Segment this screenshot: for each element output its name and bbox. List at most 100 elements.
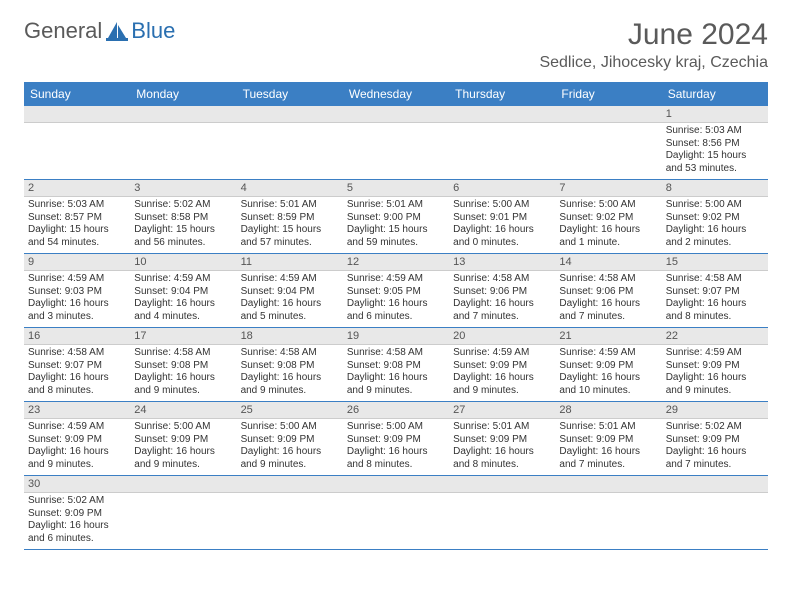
sunset-line: Sunset: 9:07 PM bbox=[28, 360, 126, 373]
sunset-line: Sunset: 8:56 PM bbox=[666, 138, 764, 151]
day-number: 23 bbox=[24, 402, 130, 418]
day-info-row: Sunrise: 4:59 AMSunset: 9:03 PMDaylight:… bbox=[24, 271, 768, 328]
sunrise-line: Sunrise: 5:02 AM bbox=[28, 495, 126, 508]
day-cell: Sunrise: 4:58 AMSunset: 9:07 PMDaylight:… bbox=[662, 271, 768, 327]
sunrise-line: Sunrise: 5:01 AM bbox=[241, 199, 339, 212]
sunrise-line: Sunrise: 5:03 AM bbox=[666, 125, 764, 138]
day-number: 20 bbox=[449, 328, 555, 344]
sunrise-line: Sunrise: 4:59 AM bbox=[347, 273, 445, 286]
sunset-line: Sunset: 9:08 PM bbox=[134, 360, 232, 373]
weekday-header: Wednesday bbox=[343, 82, 449, 106]
day-number: 7 bbox=[555, 180, 661, 196]
weekday-header: Saturday bbox=[662, 82, 768, 106]
daylight-line: Daylight: 16 hours and 7 minutes. bbox=[559, 298, 657, 323]
day-number: 18 bbox=[237, 328, 343, 344]
day-number bbox=[24, 106, 130, 122]
daylight-line: Daylight: 16 hours and 3 minutes. bbox=[28, 298, 126, 323]
day-cell: Sunrise: 5:03 AMSunset: 8:56 PMDaylight:… bbox=[662, 123, 768, 179]
sunset-line: Sunset: 9:09 PM bbox=[453, 360, 551, 373]
sunrise-line: Sunrise: 5:00 AM bbox=[347, 421, 445, 434]
daylight-line: Daylight: 16 hours and 8 minutes. bbox=[453, 446, 551, 471]
sunrise-line: Sunrise: 4:59 AM bbox=[28, 273, 126, 286]
day-cell bbox=[130, 493, 236, 549]
day-info-row: Sunrise: 5:03 AMSunset: 8:57 PM Daylight:… bbox=[24, 197, 768, 254]
sunrise-line: Sunrise: 5:02 AM bbox=[134, 199, 232, 212]
day-number-row: 16171819202122 bbox=[24, 328, 768, 345]
daylight-line: Daylight: 16 hours and 6 minutes. bbox=[28, 520, 126, 545]
day-cell bbox=[555, 123, 661, 179]
day-cell: Sunrise: 5:00 AMSunset: 9:02 PMDaylight:… bbox=[662, 197, 768, 253]
day-number: 26 bbox=[343, 402, 449, 418]
day-number: 9 bbox=[24, 254, 130, 270]
day-number: 27 bbox=[449, 402, 555, 418]
day-cell: Sunrise: 5:03 AMSunset: 8:57 PMDaylight:… bbox=[24, 197, 130, 253]
day-number: 13 bbox=[449, 254, 555, 270]
day-cell: Sunrise: 4:59 AMSunset: 9:05 PMDaylight:… bbox=[343, 271, 449, 327]
day-number: 30 bbox=[24, 476, 130, 492]
sunrise-line: Sunrise: 4:59 AM bbox=[28, 421, 126, 434]
brand-part1: General bbox=[24, 18, 102, 44]
sunrise-line: Sunrise: 5:00 AM bbox=[241, 421, 339, 434]
daylight-line: Daylight: 16 hours and 9 minutes. bbox=[347, 372, 445, 397]
sunset-line: Sunset: 9:04 PM bbox=[241, 286, 339, 299]
daylight-line: Daylight: 16 hours and 4 minutes. bbox=[134, 298, 232, 323]
day-number bbox=[343, 106, 449, 122]
daylight-line: Daylight: 15 hours and 56 minutes. bbox=[134, 224, 232, 249]
daylight-line: Daylight: 15 hours and 53 minutes. bbox=[666, 150, 764, 175]
sunset-line: Sunset: 8:58 PM bbox=[134, 212, 232, 225]
title-block: June 2024 Sedlice, Jihocesky kraj, Czech… bbox=[539, 18, 768, 72]
sunset-line: Sunset: 9:09 PM bbox=[241, 434, 339, 447]
day-cell bbox=[24, 123, 130, 179]
sunrise-line: Sunrise: 5:03 AM bbox=[28, 199, 126, 212]
sunset-line: Sunset: 9:02 PM bbox=[666, 212, 764, 225]
sunset-line: Sunset: 8:57 PM bbox=[28, 212, 126, 225]
sunset-line: Sunset: 9:09 PM bbox=[666, 434, 764, 447]
day-cell: Sunrise: 5:02 AMSunset: 9:09 PMDaylight:… bbox=[662, 419, 768, 475]
day-cell: Sunrise: 4:59 AMSunset: 9:09 PMDaylight:… bbox=[24, 419, 130, 475]
day-cell: Sunrise: 4:59 AMSunset: 9:04 PMDaylight:… bbox=[237, 271, 343, 327]
day-number: 17 bbox=[130, 328, 236, 344]
day-number: 24 bbox=[130, 402, 236, 418]
day-info-row: Sunrise: 5:02 AMSunset: 9:09 PMDaylight:… bbox=[24, 493, 768, 550]
sunrise-line: Sunrise: 5:00 AM bbox=[453, 199, 551, 212]
sunset-line: Sunset: 9:09 PM bbox=[28, 434, 126, 447]
day-number: 12 bbox=[343, 254, 449, 270]
daylight-line: Daylight: 16 hours and 2 minutes. bbox=[666, 224, 764, 249]
daylight-line: Daylight: 16 hours and 10 minutes. bbox=[559, 372, 657, 397]
sunrise-line: Sunrise: 4:58 AM bbox=[134, 347, 232, 360]
sunrise-line: Sunrise: 5:02 AM bbox=[666, 421, 764, 434]
sunset-line: Sunset: 9:09 PM bbox=[559, 434, 657, 447]
sunrise-line: Sunrise: 5:01 AM bbox=[347, 199, 445, 212]
day-cell: Sunrise: 4:58 AMSunset: 9:08 PMDaylight:… bbox=[130, 345, 236, 401]
day-number: 28 bbox=[555, 402, 661, 418]
sunrise-line: Sunrise: 4:58 AM bbox=[559, 273, 657, 286]
daylight-line: Daylight: 16 hours and 8 minutes. bbox=[666, 298, 764, 323]
day-number: 22 bbox=[662, 328, 768, 344]
sunset-line: Sunset: 9:09 PM bbox=[559, 360, 657, 373]
daylight-line: Daylight: 16 hours and 6 minutes. bbox=[347, 298, 445, 323]
sunset-line: Sunset: 9:04 PM bbox=[134, 286, 232, 299]
sunset-line: Sunset: 9:06 PM bbox=[453, 286, 551, 299]
day-cell bbox=[130, 123, 236, 179]
day-number: 6 bbox=[449, 180, 555, 196]
calendar: SundayMondayTuesdayWednesdayThursdayFrid… bbox=[24, 82, 768, 550]
day-cell: Sunrise: 5:01 AMSunset: 8:59 PMDaylight:… bbox=[237, 197, 343, 253]
day-number-row: 1 bbox=[24, 106, 768, 123]
weekday-header: Friday bbox=[555, 82, 661, 106]
day-cell: Sunrise: 5:00 AMSunset: 9:09 PMDaylight:… bbox=[343, 419, 449, 475]
sunrise-line: Sunrise: 4:59 AM bbox=[559, 347, 657, 360]
weekday-header: Thursday bbox=[449, 82, 555, 106]
daylight-line: Daylight: 16 hours and 9 minutes. bbox=[241, 372, 339, 397]
day-cell: Sunrise: 5:02 AMSunset: 8:58 PMDaylight:… bbox=[130, 197, 236, 253]
sunrise-line: Sunrise: 4:59 AM bbox=[666, 347, 764, 360]
daylight-line: Daylight: 16 hours and 7 minutes. bbox=[559, 446, 657, 471]
day-cell: Sunrise: 4:59 AMSunset: 9:09 PMDaylight:… bbox=[662, 345, 768, 401]
sunset-line: Sunset: 9:09 PM bbox=[347, 434, 445, 447]
header: General Blue June 2024 Sedlice, Jihocesk… bbox=[24, 18, 768, 72]
day-number: 15 bbox=[662, 254, 768, 270]
day-number: 10 bbox=[130, 254, 236, 270]
daylight-line: Daylight: 16 hours and 0 minutes. bbox=[453, 224, 551, 249]
sunset-line: Sunset: 9:01 PM bbox=[453, 212, 551, 225]
weekday-header: Tuesday bbox=[237, 82, 343, 106]
sunset-line: Sunset: 9:09 PM bbox=[666, 360, 764, 373]
